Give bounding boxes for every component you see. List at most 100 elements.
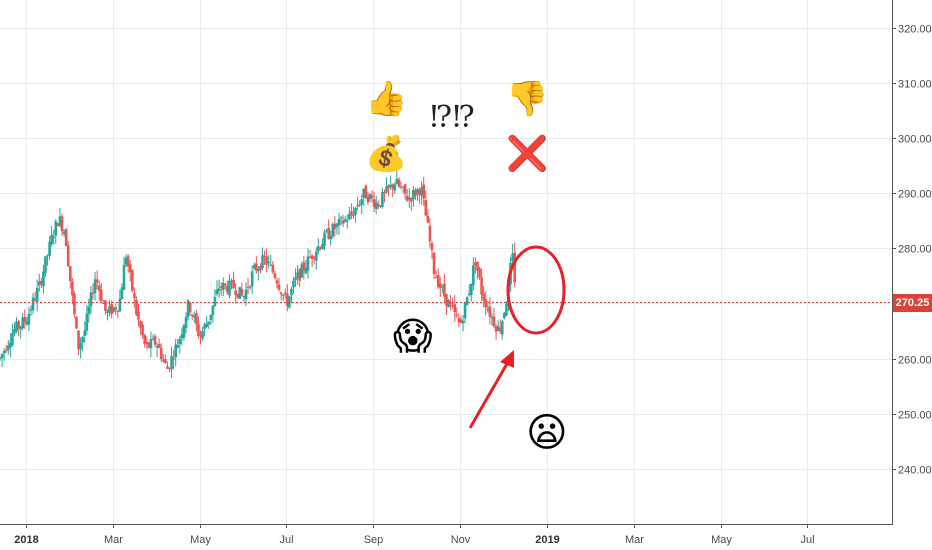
candle-body[interactable] <box>496 326 500 331</box>
candle-body[interactable] <box>143 335 146 344</box>
candle-body[interactable] <box>215 289 219 295</box>
candle-body[interactable] <box>9 342 12 348</box>
candle-body[interactable] <box>46 255 49 257</box>
candle-body[interactable] <box>335 223 339 228</box>
candle-body[interactable] <box>37 281 41 286</box>
candle-body[interactable] <box>182 325 186 338</box>
candle-body[interactable] <box>201 330 204 339</box>
candle-body[interactable] <box>372 199 376 208</box>
candle-body[interactable] <box>130 270 134 291</box>
candle-body[interactable] <box>360 199 364 205</box>
candle-body[interactable] <box>269 264 273 266</box>
candle-body[interactable] <box>459 319 463 323</box>
candle-body[interactable] <box>304 268 308 274</box>
candle-body[interactable] <box>416 189 419 194</box>
candle-body[interactable] <box>374 202 378 209</box>
candle-body[interactable] <box>188 303 192 313</box>
candle-body[interactable] <box>250 271 254 287</box>
annotation-drawings[interactable] <box>468 245 566 429</box>
candle-body[interactable] <box>482 293 485 301</box>
candle-body[interactable] <box>211 305 215 316</box>
candle-body[interactable] <box>265 256 268 265</box>
candle-body[interactable] <box>364 185 368 199</box>
candle-body[interactable] <box>205 323 208 328</box>
candle-body[interactable] <box>112 307 115 312</box>
candle-body[interactable] <box>352 214 355 217</box>
candle-body[interactable] <box>190 314 194 317</box>
candle-body[interactable] <box>176 345 180 348</box>
candle-body[interactable] <box>77 330 80 350</box>
candle-body[interactable] <box>244 289 248 300</box>
candle-body[interactable] <box>498 327 502 332</box>
thumbs-up-icon[interactable]: 👍 <box>365 79 408 119</box>
candle-body[interactable] <box>279 292 283 295</box>
candle-body[interactable] <box>56 223 60 227</box>
candle-body[interactable] <box>255 263 258 271</box>
candle-body[interactable] <box>221 282 225 291</box>
time-axis[interactable]: 2018 Mar May Jul Sep Nov 2019 Mar May Jul <box>14 524 815 546</box>
candle-body[interactable] <box>62 231 66 234</box>
candle-body[interactable] <box>203 324 206 330</box>
candle-body[interactable] <box>238 287 242 299</box>
candle-body[interactable] <box>385 186 388 193</box>
candle-body[interactable] <box>108 306 111 313</box>
candle-body[interactable] <box>321 244 324 250</box>
candle-body[interactable] <box>207 321 211 325</box>
highlight-circle[interactable] <box>506 245 566 335</box>
candle-body[interactable] <box>27 313 31 325</box>
candle-body[interactable] <box>54 221 58 236</box>
candle-body[interactable] <box>236 293 240 298</box>
candle-body[interactable] <box>252 264 256 269</box>
candle-body[interactable] <box>436 275 440 287</box>
candle-body[interactable] <box>472 265 475 286</box>
candle-body[interactable] <box>362 188 366 198</box>
candle-body[interactable] <box>29 309 33 311</box>
candle-body[interactable] <box>327 227 330 239</box>
candle-body[interactable] <box>300 264 304 278</box>
price-axis[interactable]: 240.00250.00260.00270.00280.00290.00300.… <box>892 24 932 477</box>
candle-body[interactable] <box>443 283 446 297</box>
candle-body[interactable] <box>83 330 87 336</box>
candle-body[interactable] <box>294 277 297 281</box>
candle-body[interactable] <box>118 298 122 312</box>
candle-body[interactable] <box>428 225 432 242</box>
candle-body[interactable] <box>99 289 103 301</box>
candle-body[interactable] <box>11 332 14 346</box>
candle-body[interactable] <box>263 256 266 258</box>
candle-body[interactable] <box>64 229 68 247</box>
candle-body[interactable] <box>213 297 217 306</box>
candle-body[interactable] <box>288 296 291 308</box>
candle-body[interactable] <box>339 217 343 219</box>
candle-body[interactable] <box>114 307 118 310</box>
candle-body[interactable] <box>153 336 157 345</box>
candle-body[interactable] <box>277 284 281 290</box>
candle-body[interactable] <box>120 287 124 300</box>
candle-body[interactable] <box>296 272 299 278</box>
candle-body[interactable] <box>104 300 107 311</box>
candle-body[interactable] <box>102 302 105 304</box>
candle-body[interactable] <box>91 292 95 295</box>
candle-body[interactable] <box>319 247 322 249</box>
candle-body[interactable] <box>0 357 2 359</box>
candle-body[interactable] <box>310 255 314 259</box>
candle-body[interactable] <box>283 292 287 295</box>
candle-body[interactable] <box>275 280 279 284</box>
candle-body[interactable] <box>488 306 492 317</box>
candle-body[interactable] <box>174 344 177 358</box>
candle-body[interactable] <box>248 286 252 288</box>
candle-body[interactable] <box>430 243 434 251</box>
candle-body[interactable] <box>298 269 302 281</box>
candle-body[interactable] <box>124 257 128 265</box>
candle-body[interactable] <box>281 294 285 296</box>
candle-body[interactable] <box>145 341 149 344</box>
candle-body[interactable] <box>133 293 136 299</box>
candle-body[interactable] <box>476 261 479 271</box>
candle-body[interactable] <box>44 256 47 274</box>
candle-body[interactable] <box>341 220 345 224</box>
candle-body[interactable] <box>246 286 250 288</box>
candle-body[interactable] <box>511 253 514 262</box>
candle-body[interactable] <box>93 279 97 294</box>
candle-body[interactable] <box>407 197 411 200</box>
candle-body[interactable] <box>135 299 138 315</box>
